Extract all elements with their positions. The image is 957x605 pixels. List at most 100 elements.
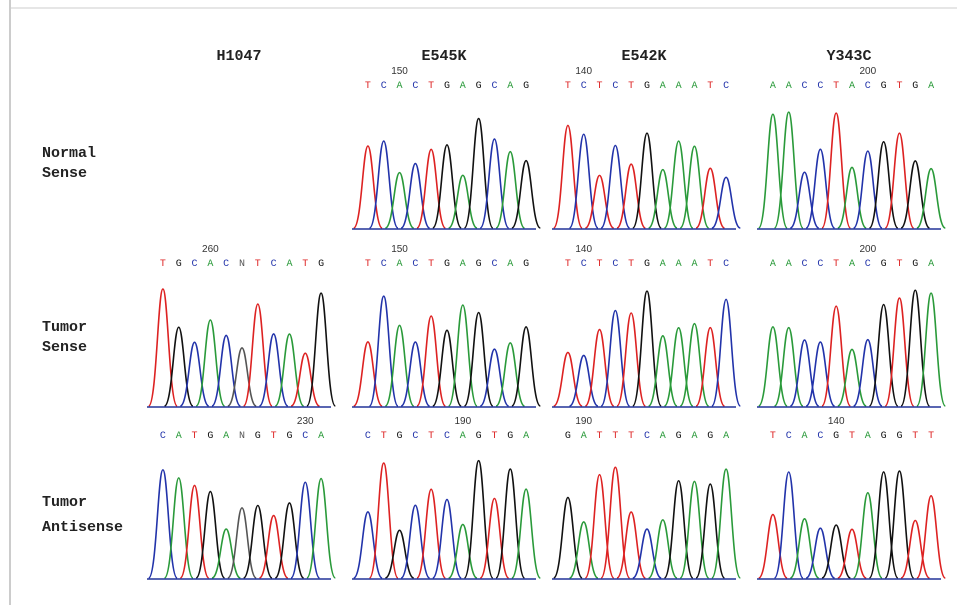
base-call: C xyxy=(491,81,497,92)
base-call: C xyxy=(271,259,277,270)
trace-peak xyxy=(805,341,836,407)
position-number: 200 xyxy=(859,66,876,77)
trace-peak xyxy=(711,298,742,407)
trace-peak xyxy=(368,462,399,579)
base-call: A xyxy=(786,81,792,92)
base-call: N xyxy=(239,259,245,270)
position-number: 190 xyxy=(454,416,471,427)
trace-peak xyxy=(568,354,599,407)
trace-peak xyxy=(290,352,321,407)
trace-peak xyxy=(511,488,542,579)
base-call: T xyxy=(707,259,713,270)
base-call: A xyxy=(770,259,776,270)
base-call: A xyxy=(460,431,466,442)
base-call: T xyxy=(271,431,277,442)
base-call: A xyxy=(691,431,697,442)
chromatogram xyxy=(352,459,542,580)
base-call: A xyxy=(676,81,682,92)
trace-peak xyxy=(836,166,868,229)
chromatogram xyxy=(352,117,542,230)
base-call: C xyxy=(865,81,871,92)
trace-peak xyxy=(226,507,258,579)
base-call: A xyxy=(676,259,682,270)
row-label: Normal xyxy=(42,145,96,162)
trace-peak xyxy=(147,469,178,579)
row-label: Tumor xyxy=(42,494,87,511)
trace-peak xyxy=(211,528,242,579)
base-call: G xyxy=(476,431,482,442)
trace-peak xyxy=(211,334,242,407)
base-call: G xyxy=(833,431,839,442)
trace-peak xyxy=(568,521,599,579)
base-call: T xyxy=(597,431,603,442)
column-header: H1047 xyxy=(216,48,261,65)
base-call: G xyxy=(896,431,902,442)
trace-peak xyxy=(306,477,337,579)
trace-peak xyxy=(679,322,710,407)
base-call: G xyxy=(255,431,261,442)
trace-peak xyxy=(479,348,510,407)
base-call: G xyxy=(912,259,918,270)
trace-peak xyxy=(836,528,868,579)
base-call: T xyxy=(770,431,776,442)
trace-peak xyxy=(711,468,742,579)
chromatogram xyxy=(552,124,742,230)
base-call: A xyxy=(786,259,792,270)
base-call: C xyxy=(412,259,418,270)
chromatogram xyxy=(147,469,337,580)
base-call: C xyxy=(723,259,729,270)
trace-peak xyxy=(805,527,836,579)
position-number: 190 xyxy=(575,416,592,427)
trace-peak xyxy=(384,171,415,229)
base-call: G xyxy=(644,259,650,270)
trace-peak xyxy=(416,488,447,579)
base-call: G xyxy=(644,81,650,92)
base-call: A xyxy=(928,81,934,92)
base-call: T xyxy=(833,259,839,270)
base-call: G xyxy=(676,431,682,442)
trace-peak xyxy=(916,167,947,229)
base-call: A xyxy=(849,259,855,270)
base-call: C xyxy=(381,259,387,270)
trace-peak xyxy=(695,326,726,407)
base-call: G xyxy=(476,81,482,92)
trace-peak xyxy=(631,528,663,579)
trace-peak xyxy=(868,471,899,579)
base-call: C xyxy=(802,259,808,270)
base-call: A xyxy=(523,431,529,442)
trace-peak xyxy=(495,150,526,229)
base-call: C xyxy=(223,259,229,270)
base-call: T xyxy=(628,259,634,270)
base-call: C xyxy=(581,259,587,270)
position-number: 230 xyxy=(297,416,314,427)
trace-peak xyxy=(306,292,337,407)
base-call: G xyxy=(881,81,887,92)
trace-peak xyxy=(479,138,510,229)
trace-peak xyxy=(695,483,726,579)
base-call: C xyxy=(817,81,823,92)
base-call: A xyxy=(660,431,666,442)
base-call: C xyxy=(302,431,308,442)
base-call: C xyxy=(381,81,387,92)
base-call: G xyxy=(507,431,513,442)
trace-peak xyxy=(352,341,383,407)
base-call: T xyxy=(896,259,902,270)
base-call: C xyxy=(644,431,650,442)
base-call: G xyxy=(881,259,887,270)
base-call: A xyxy=(286,259,292,270)
base-call: T xyxy=(428,81,434,92)
trace-peak xyxy=(400,504,431,579)
trace-peak xyxy=(163,477,194,579)
base-call: C xyxy=(723,81,729,92)
base-call: A xyxy=(849,81,855,92)
trace-peak xyxy=(400,341,431,407)
base-call: C xyxy=(491,259,497,270)
trace-peak xyxy=(511,159,542,229)
trace-peak xyxy=(584,174,615,229)
trace-peak xyxy=(226,347,258,407)
base-call: G xyxy=(397,431,403,442)
trace-peak xyxy=(584,473,615,579)
base-call: T xyxy=(597,259,603,270)
base-call: C xyxy=(865,259,871,270)
